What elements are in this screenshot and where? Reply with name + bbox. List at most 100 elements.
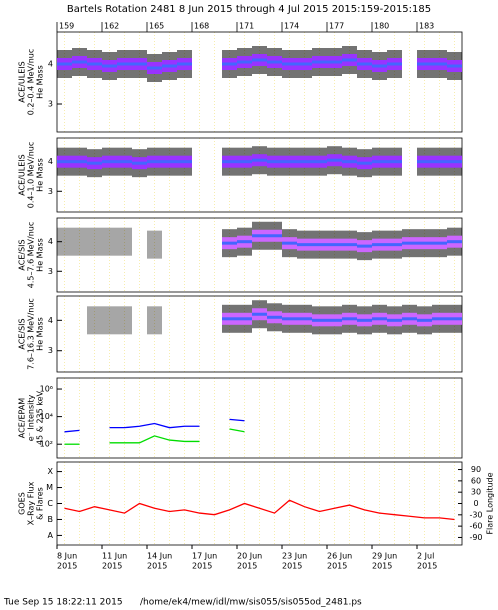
band-center [162,160,177,164]
band-center [357,62,372,66]
band-center [447,64,462,68]
density-band [102,52,117,80]
band-center [252,58,267,62]
band-center [417,62,432,66]
band-center [342,58,357,62]
density-band [87,50,102,78]
density-band [282,147,297,176]
band-center [177,160,192,164]
density-band [357,306,372,335]
y-tick-label: 4 [48,316,53,325]
series-line [229,428,245,433]
scatter-spread [147,306,162,335]
band-center [327,60,342,64]
band-center [222,62,237,66]
y-axis-label: ACE/EPAM [18,398,27,439]
band-center [237,317,252,321]
band-center [282,160,297,164]
density-band [417,229,432,258]
top-tick-label: 162 [104,22,119,31]
band-center [432,62,447,66]
band-center [132,62,147,66]
band-center [57,160,72,164]
density-band [357,50,372,78]
series-line [229,418,245,422]
y-axis-label: 7.6–16.3 MeV/nuc [27,298,36,370]
density-band [297,304,312,333]
density-band [267,303,282,332]
band-center [282,241,297,245]
footer-path: /home/ek4/mew/idl/mw/sis055/sis055od_248… [140,598,362,608]
density-band [447,304,462,333]
series-line [64,499,455,521]
density-band [222,229,237,258]
y-tick-label: B [48,515,54,524]
density-band [102,306,117,335]
density-band [372,230,387,259]
band-center [102,64,117,68]
density-band [312,230,327,259]
density-band [447,227,462,256]
density-band [132,149,147,178]
density-band [327,306,342,335]
density-band [237,147,252,176]
y-axis-label: He Mass [36,65,45,99]
density-band [282,304,297,333]
band-center [387,243,402,247]
top-tick-label: 159 [59,22,74,31]
density-band [252,146,267,175]
band-center [252,312,267,316]
x-tick-label: 20 Jun [237,552,262,561]
density-band [147,147,162,176]
band-center [447,160,462,164]
x-year-label: 2015 [192,562,212,571]
y2-tick-label: 60 [471,476,481,485]
band-center [237,160,252,164]
scatter-spread [117,306,132,335]
band-center [432,241,447,245]
band-center [237,60,252,64]
density-band [417,147,432,176]
band-center [387,160,402,164]
y-axis-label: He Mass [36,317,45,351]
density-band [282,229,297,258]
band-center [327,243,342,247]
density-band [252,300,267,329]
scatter-spread [117,227,132,256]
density-band [87,149,102,178]
x-tick-label: 26 Jun [327,552,352,561]
band-center [417,160,432,164]
band-center [387,318,402,322]
scatter-spread [57,227,72,256]
band-center [297,243,312,247]
y-tick-label: C [47,499,53,508]
y-axis-label: & Flares [36,487,45,520]
band-center [402,241,417,245]
band-center [312,243,327,247]
density-band [372,147,387,176]
density-band [357,232,372,261]
density-band [342,230,357,259]
y-tick-label: 3 [48,267,53,276]
x-year-label: 2015 [282,562,302,571]
band-center [117,160,132,164]
density-band [72,147,87,176]
density-band [102,147,117,176]
x-year-label: 2015 [417,562,437,571]
band-center [342,243,357,247]
band-center [432,160,447,164]
y-axis-label: 45 & 235 keV [36,390,45,445]
y-axis-label: ACE/SIS [18,239,27,270]
band-center [447,317,462,321]
footer-date: Tue Sep 15 18:22:11 2015 [3,598,123,608]
band-center [132,161,147,165]
top-tick-label: 168 [194,22,209,31]
top-tick-label: 183 [419,22,434,31]
band-center [447,240,462,244]
y-tick-label: 3 [48,346,53,355]
band-center [267,160,282,164]
density-band [432,50,447,78]
chart-title: Bartels Rotation 2481 8 Jun 2015 through… [67,4,431,15]
y-axis-label: ACE/ULEIS [18,154,27,195]
panel-frame [56,295,463,373]
